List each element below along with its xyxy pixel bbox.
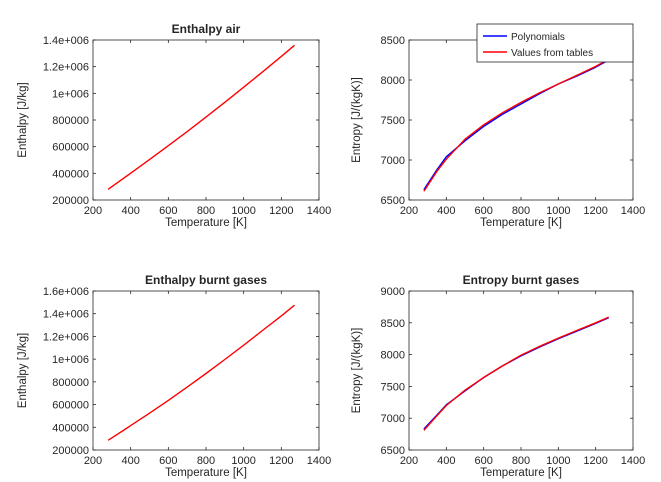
x-tick-label: 1400 bbox=[307, 455, 331, 467]
x-tick-label: 1200 bbox=[583, 205, 607, 217]
y-tick-label: 6500 bbox=[381, 445, 405, 457]
y-tick-label: 9000 bbox=[381, 286, 405, 298]
y-tick-label: 7000 bbox=[381, 155, 405, 167]
y-tick-label: 800000 bbox=[52, 377, 89, 389]
entropy-burnt-gases-title: Entropy burnt gases bbox=[463, 273, 580, 287]
entropy-air-y-axis-label: Entropy [J/(kgK)] bbox=[351, 77, 363, 163]
y-tick-label: 800000 bbox=[52, 115, 89, 127]
x-tick-label: 1200 bbox=[269, 455, 293, 467]
x-tick-label: 200 bbox=[400, 205, 418, 217]
x-tick-label: 200 bbox=[84, 455, 102, 467]
y-tick-label: 600000 bbox=[52, 400, 89, 412]
y-tick-label: 1.4e+006 bbox=[43, 309, 89, 321]
x-tick-label: 600 bbox=[159, 205, 177, 217]
y-tick-label: 200000 bbox=[52, 445, 89, 457]
legend-tables-label: Values from tables bbox=[511, 48, 593, 59]
x-tick-label: 1000 bbox=[546, 205, 570, 217]
x-tick-label: 400 bbox=[121, 205, 139, 217]
entropy-burnt-gases-tables-line bbox=[423, 316, 609, 431]
y-tick-label: 1.6e+006 bbox=[43, 286, 89, 298]
entropy-burnt-gases-subplot: 200 400 600 800 1000 1200 1400 6500 7000 7500 8000… bbox=[351, 273, 645, 479]
enthalpy-air-title: Enthalpy air bbox=[172, 22, 241, 36]
legend[interactable]: Polynomials Values from tables bbox=[476, 23, 634, 63]
enthalpy-burnt-gases-axes-box bbox=[92, 290, 320, 451]
legend-polynomials-label: Polynomials bbox=[511, 32, 565, 43]
enthalpy-burnt-gases-tables-line bbox=[107, 304, 295, 441]
y-tick-label: 200000 bbox=[52, 195, 89, 207]
x-tick-label: 1000 bbox=[546, 455, 570, 467]
legend-box bbox=[476, 23, 634, 63]
y-tick-label: 8000 bbox=[381, 75, 405, 87]
subplots: 200 400 600 800 1000 1200 1400 200000 400000 6000… bbox=[17, 22, 645, 479]
y-tick-label: 7500 bbox=[381, 115, 405, 127]
x-tick-label: 400 bbox=[437, 205, 455, 217]
enthalpy-burnt-gases-subplot: 200 400 600 800 1000 1200 1400 200000 400000 6000… bbox=[17, 273, 331, 479]
x-tick-label: 1400 bbox=[621, 205, 645, 217]
x-tick-label: 600 bbox=[474, 205, 492, 217]
x-tick-label: 800 bbox=[512, 455, 530, 467]
x-tick-label: 400 bbox=[437, 455, 455, 467]
y-tick-label: 7000 bbox=[381, 413, 405, 425]
entropy-air-subplot: 200 400 600 800 1000 1200 1400 6500 7000 7500 8000… bbox=[351, 22, 645, 229]
y-tick-label: 1.2e+006 bbox=[43, 331, 89, 343]
enthalpy-burnt-gases-x-axis-label: Temperature [K] bbox=[165, 467, 247, 479]
enthalpy-air-x-axis-label: Temperature [K] bbox=[165, 217, 247, 229]
enthalpy-air-tables-line bbox=[107, 44, 295, 190]
y-tick-label: 8000 bbox=[381, 350, 405, 362]
x-tick-label: 800 bbox=[197, 205, 215, 217]
entropy-burnt-gases-axes-box bbox=[408, 290, 634, 451]
y-tick-label: 7500 bbox=[381, 381, 405, 393]
x-tick-label: 200 bbox=[84, 205, 102, 217]
entropy-air-x-axis-label: Temperature [K] bbox=[480, 217, 562, 229]
y-tick-label: 6500 bbox=[381, 195, 405, 207]
y-tick-label: 600000 bbox=[52, 142, 89, 154]
y-tick-label: 400000 bbox=[52, 422, 89, 434]
y-tick-label: 1.4e+006 bbox=[43, 35, 89, 47]
x-tick-label: 200 bbox=[400, 455, 418, 467]
y-tick-label: 400000 bbox=[52, 168, 89, 180]
x-tick-label: 1200 bbox=[583, 455, 607, 467]
enthalpy-air-subplot: 200 400 600 800 1000 1200 1400 200000 400000 6000… bbox=[17, 22, 331, 229]
enthalpy-burnt-gases-title: Enthalpy burnt gases bbox=[145, 273, 267, 287]
y-tick-label: 8500 bbox=[381, 35, 405, 47]
y-tick-label: 1e+006 bbox=[52, 88, 89, 100]
x-tick-label: 400 bbox=[121, 455, 139, 467]
enthalpy-air-y-axis-label: Enthalpy [J/kg] bbox=[17, 82, 29, 157]
y-tick-label: 1e+006 bbox=[52, 354, 89, 366]
x-tick-label: 1400 bbox=[621, 455, 645, 467]
x-tick-label: 600 bbox=[474, 455, 492, 467]
x-tick-label: 1000 bbox=[231, 455, 255, 467]
entropy-burnt-gases-x-axis-label: Temperature [K] bbox=[480, 467, 562, 479]
x-tick-label: 1000 bbox=[231, 205, 255, 217]
x-tick-label: 600 bbox=[159, 455, 177, 467]
entropy-burnt-gases-y-axis-label: Entropy [J/(kgK)] bbox=[351, 328, 363, 414]
x-tick-label: 800 bbox=[197, 455, 215, 467]
y-tick-label: 8500 bbox=[381, 318, 405, 330]
x-tick-label: 1200 bbox=[269, 205, 293, 217]
entropy-air-tables-line bbox=[423, 58, 610, 192]
x-tick-label: 800 bbox=[512, 205, 530, 217]
entropy-air-polynomials-line bbox=[423, 59, 610, 190]
x-tick-label: 1400 bbox=[307, 205, 331, 217]
y-tick-label: 1.2e+006 bbox=[43, 62, 89, 74]
enthalpy-burnt-gases-y-axis-label: Enthalpy [J/kg] bbox=[17, 333, 29, 408]
